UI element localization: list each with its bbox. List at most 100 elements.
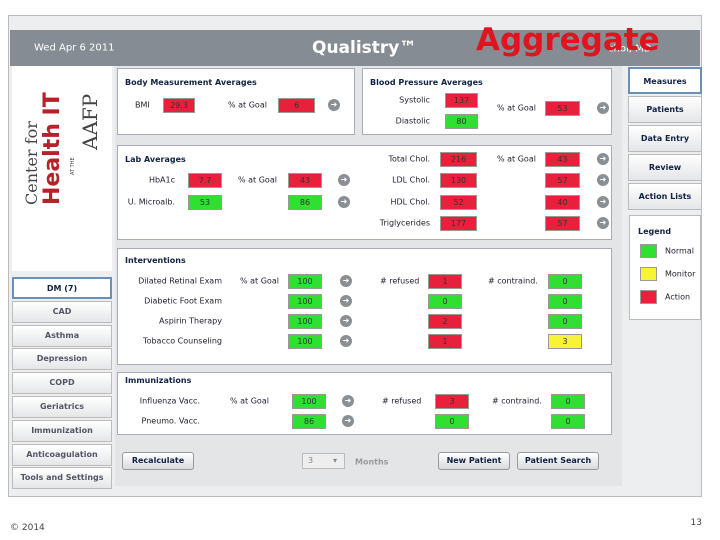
legend-swatch bbox=[640, 244, 657, 258]
arrow-button[interactable]: ➜ bbox=[597, 217, 609, 229]
field-label: Diabetic Foot Exam bbox=[144, 296, 222, 306]
arrow-button[interactable]: ➜ bbox=[597, 196, 609, 208]
left-nav-item[interactable]: Depression bbox=[12, 348, 112, 371]
value-cell: 100 bbox=[292, 394, 326, 409]
months-dropdown[interactable]: 3 bbox=[302, 453, 345, 469]
overlay-title: Aggregate bbox=[476, 22, 660, 58]
arrow-button[interactable]: ➜ bbox=[342, 395, 354, 407]
panel bbox=[117, 145, 612, 240]
field-label: % at Goal bbox=[240, 276, 279, 286]
field-label: Triglycerides bbox=[379, 218, 430, 228]
right-nav-item[interactable]: Patients bbox=[628, 96, 702, 123]
header-bar bbox=[10, 30, 700, 66]
left-nav-item[interactable]: Immunization bbox=[12, 419, 112, 442]
panel-title: Lab Averages bbox=[125, 155, 186, 164]
left-nav-item[interactable]: Tools and Settings bbox=[12, 467, 112, 490]
panel bbox=[117, 68, 355, 135]
arrow-button[interactable]: ➜ bbox=[340, 335, 352, 347]
value-cell: 3 bbox=[548, 334, 582, 349]
patient-search-button[interactable]: Patient Search bbox=[517, 452, 599, 470]
arrow-button[interactable]: ➜ bbox=[597, 102, 609, 114]
field-label: # contraind. bbox=[488, 276, 538, 286]
value-cell: 3 bbox=[435, 394, 469, 409]
value-cell: 52 bbox=[440, 195, 477, 210]
value-cell: 0 bbox=[551, 394, 585, 409]
left-nav-item[interactable]: DM (7) bbox=[12, 277, 112, 299]
right-nav-item[interactable]: Measures bbox=[628, 67, 702, 94]
legend-label: Action bbox=[665, 292, 691, 302]
months-label: Months bbox=[355, 457, 389, 467]
field-label: Total Chol. bbox=[388, 154, 430, 164]
field-label: Systolic bbox=[399, 95, 430, 105]
copyright: © 2014 bbox=[10, 523, 45, 533]
value-cell: 1 bbox=[428, 274, 462, 289]
logo-line2: Health IT bbox=[40, 92, 65, 205]
legend-label: Normal bbox=[665, 246, 694, 256]
value-cell: 86 bbox=[288, 195, 322, 210]
field-label: HDL Chol. bbox=[390, 197, 431, 207]
panel bbox=[117, 372, 612, 435]
arrow-button[interactable]: ➜ bbox=[342, 415, 354, 427]
app-name: Qualistry™ bbox=[312, 38, 417, 58]
arrow-button[interactable]: ➜ bbox=[340, 295, 352, 307]
field-label: Diastolic bbox=[395, 116, 430, 126]
panel-title: Interventions bbox=[125, 256, 186, 265]
logo-line1: Center for bbox=[22, 121, 41, 205]
value-cell: 100 bbox=[288, 274, 322, 289]
value-cell: 216 bbox=[440, 152, 477, 167]
left-nav-item[interactable]: Geriatrics bbox=[12, 396, 112, 418]
value-cell: 130 bbox=[440, 173, 477, 188]
panel-title: Immunizations bbox=[125, 376, 192, 385]
arrow-button[interactable]: ➜ bbox=[597, 174, 609, 186]
arrow-button[interactable]: ➜ bbox=[340, 315, 352, 327]
panel bbox=[117, 248, 612, 365]
value-cell: 137 bbox=[445, 93, 478, 108]
field-label: % at Goal bbox=[228, 100, 267, 110]
value-cell: 0 bbox=[428, 294, 462, 309]
value-cell: 53 bbox=[545, 101, 580, 116]
field-label: Pneumo. Vacc. bbox=[141, 416, 200, 426]
left-nav-item[interactable]: COPD bbox=[12, 372, 112, 395]
value-cell: 57 bbox=[545, 173, 580, 188]
arrow-button[interactable]: ➜ bbox=[338, 174, 350, 186]
field-label: Tobacco Counseling bbox=[143, 336, 222, 346]
logo-area bbox=[12, 66, 112, 271]
value-cell: 100 bbox=[288, 334, 322, 349]
date: Wed Apr 6 2011 bbox=[34, 42, 115, 54]
value-cell: 100 bbox=[288, 314, 322, 329]
value-cell: 0 bbox=[548, 314, 582, 329]
value-cell: 29.3 bbox=[163, 98, 195, 113]
left-nav-item[interactable]: CAD bbox=[12, 300, 112, 323]
left-nav-item[interactable]: Asthma bbox=[12, 324, 112, 347]
value-cell: 80 bbox=[445, 114, 478, 129]
value-cell: 40 bbox=[545, 195, 580, 210]
arrow-button[interactable]: ➜ bbox=[597, 153, 609, 165]
legend-swatch bbox=[640, 267, 657, 281]
field-label: LDL Chol. bbox=[392, 175, 430, 185]
field-label: Influenza Vacc. bbox=[139, 396, 200, 406]
arrow-button[interactable]: ➜ bbox=[338, 196, 350, 208]
dropdown-caret: ▾ bbox=[333, 456, 338, 465]
arrow-button[interactable]: ➜ bbox=[328, 99, 340, 111]
right-nav-item[interactable]: Data Entry bbox=[628, 125, 702, 152]
recalculate-button[interactable]: Recalculate bbox=[122, 452, 194, 470]
field-label: % at Goal bbox=[230, 396, 269, 406]
value-cell: 43 bbox=[545, 152, 580, 167]
left-nav-item[interactable]: Anticoagulation bbox=[12, 443, 112, 466]
field-label: # refused bbox=[382, 396, 422, 406]
user: chol, MD bbox=[608, 43, 652, 55]
value-cell: 177 bbox=[440, 216, 477, 231]
value-cell: 86 bbox=[292, 414, 326, 429]
arrow-button[interactable]: ➜ bbox=[340, 275, 352, 287]
panel-title: Body Measurement Averages bbox=[125, 78, 257, 87]
panel-title: Blood Pressure Averages bbox=[370, 78, 483, 87]
value-cell: 7.7 bbox=[188, 173, 222, 188]
field-label: % at Goal bbox=[497, 154, 536, 164]
right-nav-item[interactable]: Action Lists bbox=[628, 183, 702, 210]
legend-title: Legend bbox=[638, 227, 672, 236]
right-nav-item[interactable]: Review bbox=[628, 154, 702, 181]
new-patient-button[interactable]: New Patient bbox=[438, 452, 510, 470]
value-cell: 43 bbox=[288, 173, 322, 188]
field-label: U. Microalb. bbox=[127, 197, 175, 207]
